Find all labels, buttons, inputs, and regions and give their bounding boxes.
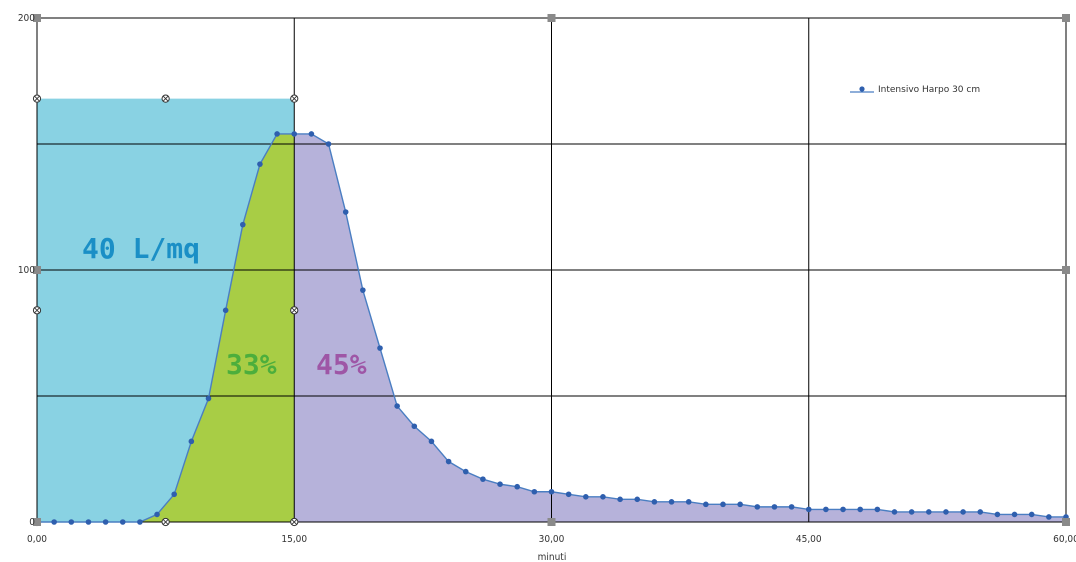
region-handle[interactable] <box>161 94 170 103</box>
data-point <box>411 423 418 430</box>
data-point <box>462 468 469 475</box>
region-handle[interactable] <box>290 306 299 315</box>
data-point <box>205 395 212 402</box>
x-tick-label: 15,00 <box>281 534 307 545</box>
x-tick-label: 30,00 <box>539 534 565 545</box>
data-point <box>840 506 846 513</box>
data-point <box>685 499 692 505</box>
data-point <box>497 481 503 488</box>
legend-entry: Intensivo Harpo 30 cm <box>878 85 980 95</box>
x-tick-label: 60,00 <box>1053 534 1076 545</box>
data-point <box>600 494 606 500</box>
data-point <box>754 504 761 510</box>
data-point <box>617 496 623 503</box>
data-point <box>926 509 932 515</box>
area-after-15 <box>294 133 1066 523</box>
region-handle[interactable] <box>32 94 42 103</box>
annotation-pct-after: 45% <box>316 348 367 381</box>
data-point <box>960 509 966 515</box>
frame-handle[interactable] <box>547 14 556 22</box>
data-point <box>308 131 315 137</box>
data-point <box>771 504 778 510</box>
data-point <box>634 496 641 503</box>
data-point <box>102 519 109 525</box>
data-point <box>1046 514 1052 520</box>
data-point <box>651 499 658 505</box>
legend: Intensivo Harpo 30 cm <box>850 85 980 95</box>
data-point <box>274 131 280 137</box>
data-point <box>394 403 400 409</box>
data-point <box>325 141 332 147</box>
data-point <box>943 509 949 515</box>
data-point <box>908 509 915 515</box>
chart-labels: minuti 40 L/mq 33% 45% <box>82 232 566 562</box>
data-point <box>188 438 195 445</box>
data-point <box>583 494 589 500</box>
data-point <box>857 506 863 513</box>
data-point <box>51 519 57 525</box>
data-point <box>514 483 520 490</box>
x-axis-label: minuti <box>538 552 567 562</box>
data-point <box>1011 511 1018 518</box>
frame-handle[interactable] <box>1062 14 1070 22</box>
frame-handle[interactable] <box>547 518 556 526</box>
data-point <box>240 221 246 228</box>
frame-handle[interactable] <box>33 14 41 22</box>
frame-handle[interactable] <box>33 518 41 526</box>
data-point <box>874 506 881 513</box>
data-point <box>377 345 383 351</box>
region-handle[interactable] <box>161 517 170 527</box>
data-point <box>171 491 177 498</box>
x-tick-label: 0,00 <box>27 534 47 545</box>
annotation-rain: 40 L/mq <box>82 232 200 265</box>
data-point <box>68 519 75 525</box>
area-before-15 <box>37 133 295 523</box>
y-tick-label: 0 <box>29 517 35 528</box>
region-handle[interactable] <box>32 306 42 315</box>
data-point <box>428 438 435 445</box>
data-point <box>531 488 538 495</box>
frame-handle[interactable] <box>1062 266 1070 274</box>
data-point <box>703 501 709 508</box>
y-tick-label: 200 <box>18 13 35 24</box>
data-point <box>445 458 452 465</box>
region-handle[interactable] <box>290 94 299 103</box>
data-point <box>342 209 349 215</box>
data-point <box>720 501 726 508</box>
data-point <box>548 488 555 495</box>
legend-marker-swatch <box>859 86 865 92</box>
frame-handle[interactable] <box>33 266 41 274</box>
data-point <box>737 501 743 508</box>
data-point <box>565 491 572 498</box>
data-point <box>257 161 263 167</box>
data-point <box>360 287 366 293</box>
region-handle[interactable] <box>290 517 299 527</box>
data-point <box>154 511 160 518</box>
frame-handle[interactable] <box>1062 518 1070 526</box>
data-point <box>977 509 984 515</box>
data-point <box>222 307 229 314</box>
data-point <box>788 504 795 510</box>
data-point <box>480 476 486 482</box>
data-point <box>823 506 829 513</box>
data-point <box>291 131 298 137</box>
chart-ticks: 0,00 15,00 30,00 45,00 60,00 0 100 200 <box>18 13 1076 545</box>
data-point <box>668 499 675 505</box>
chart-regions <box>37 98 1066 523</box>
annotation-pct-before: 33% <box>226 348 277 381</box>
data-point <box>85 519 92 525</box>
data-point <box>891 509 898 515</box>
chart-markers <box>34 131 1069 525</box>
data-point <box>119 519 126 525</box>
chart-handles <box>32 14 1070 527</box>
x-tick-label: 45,00 <box>796 534 822 545</box>
y-tick-label: 100 <box>18 265 35 276</box>
data-point <box>1028 511 1035 518</box>
data-point <box>994 511 1001 518</box>
data-point <box>137 519 143 525</box>
data-point <box>805 506 812 513</box>
